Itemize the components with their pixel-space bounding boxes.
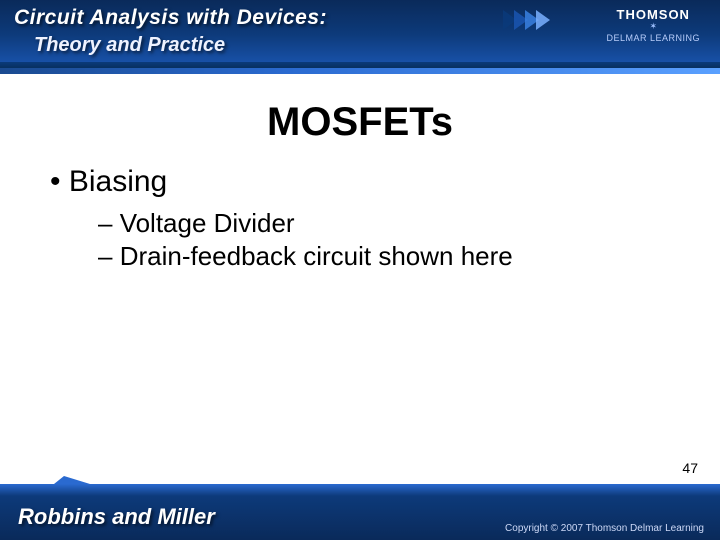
book-title-line1: Circuit Analysis with Devices:	[14, 6, 327, 30]
top-banner: Circuit Analysis with Devices: Theory an…	[0, 0, 720, 68]
copyright-text: Copyright © 2007 Thomson Delmar Learning	[505, 523, 704, 534]
chevron-decoration	[506, 10, 550, 30]
page-number: 47	[682, 460, 698, 476]
authors-label: Robbins and Miller	[18, 504, 215, 530]
slide: Circuit Analysis with Devices: Theory an…	[0, 0, 720, 540]
slide-content: MOSFETs Biasing Voltage Divider Drain-fe…	[0, 74, 720, 272]
bullet-lvl2: Drain-feedback circuit shown here	[98, 240, 680, 273]
star-icon: ✶	[606, 22, 700, 32]
bullet-lvl1: Biasing	[50, 165, 680, 199]
publisher-brand: THOMSON ✶ DELMAR LEARNING	[606, 8, 700, 44]
book-title-line2: Theory and Practice	[34, 34, 225, 57]
chevron-icon	[536, 10, 550, 30]
bottom-accent-bar	[0, 484, 720, 496]
brand-primary: THOMSON	[606, 8, 700, 22]
bullet-lvl2: Voltage Divider	[98, 207, 680, 240]
banner-underline	[0, 62, 720, 68]
slide-title: MOSFETs	[40, 100, 680, 145]
brand-secondary: DELMAR LEARNING	[606, 34, 700, 44]
bullet-list: Biasing Voltage Divider Drain-feedback c…	[40, 165, 680, 272]
bottom-banner: Robbins and Miller Copyright © 2007 Thom…	[0, 496, 720, 540]
